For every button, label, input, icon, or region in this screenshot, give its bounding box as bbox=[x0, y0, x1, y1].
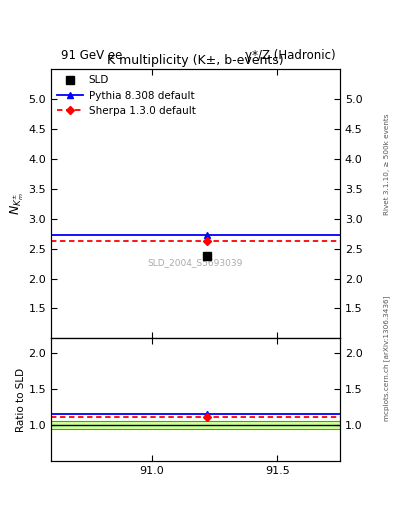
Y-axis label: $N_{K^{\pm}_m}$: $N_{K^{\pm}_m}$ bbox=[8, 193, 26, 215]
Bar bbox=[51, 421, 340, 429]
Y-axis label: Ratio to SLD: Ratio to SLD bbox=[16, 368, 26, 432]
Text: γ*/Z (Hadronic): γ*/Z (Hadronic) bbox=[245, 50, 336, 62]
Text: 91 GeV ee: 91 GeV ee bbox=[61, 50, 122, 62]
Text: Rivet 3.1.10, ≥ 500k events: Rivet 3.1.10, ≥ 500k events bbox=[384, 113, 390, 215]
Text: SLD_2004_S5693039: SLD_2004_S5693039 bbox=[148, 259, 243, 267]
Title: K multiplicity (K±, b-events): K multiplicity (K±, b-events) bbox=[107, 54, 284, 67]
Text: mcplots.cern.ch [arXiv:1306.3436]: mcplots.cern.ch [arXiv:1306.3436] bbox=[384, 296, 391, 421]
Legend: SLD, Pythia 8.308 default, Sherpa 1.3.0 default: SLD, Pythia 8.308 default, Sherpa 1.3.0 … bbox=[54, 72, 198, 119]
